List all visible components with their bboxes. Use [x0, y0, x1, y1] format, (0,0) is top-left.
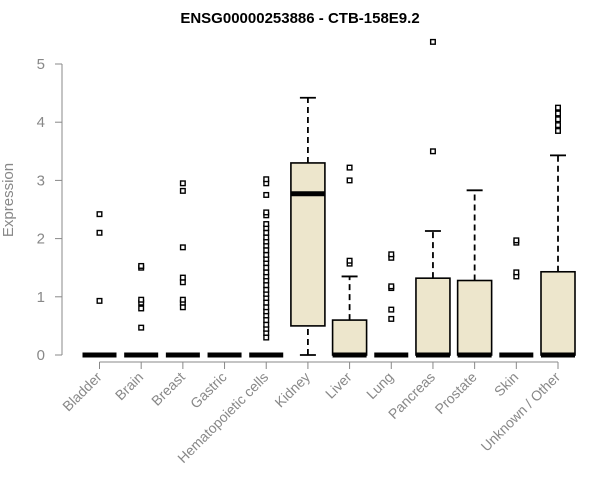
outlier-point: [179, 296, 186, 303]
box-group: [124, 262, 159, 358]
outlier-point: [263, 334, 270, 341]
x-tick-label: Breast: [148, 369, 188, 409]
outlier-point: [263, 234, 270, 241]
outlier-point: [555, 122, 562, 129]
outlier-point: [263, 221, 270, 228]
outlier-point: [263, 282, 270, 289]
outlier-point: [179, 279, 186, 286]
outlier-point: [429, 148, 436, 155]
outlier-point: [263, 269, 270, 276]
x-tick-label: Brain: [112, 369, 146, 403]
box-iqr: [540, 270, 576, 356]
outlier-point: [138, 262, 145, 269]
outlier-point: [263, 321, 270, 328]
plot-area: [82, 38, 576, 358]
x-tick-label: Kidney: [271, 369, 313, 411]
outlier-point: [96, 211, 103, 218]
box-group: [499, 237, 534, 358]
outlier-point: [346, 177, 353, 184]
outlier-point: [346, 257, 353, 264]
outlier-point: [263, 317, 270, 324]
outlier-point: [179, 180, 186, 187]
outlier-point: [138, 324, 145, 331]
box-group: [82, 211, 117, 358]
outlier-point: [555, 104, 562, 111]
box-group: [249, 176, 284, 358]
outlier-point: [346, 164, 353, 171]
outlier-point: [263, 229, 270, 236]
outlier-point: [263, 247, 270, 254]
box-group: [331, 164, 368, 358]
x-tick-label: Prostate: [432, 369, 480, 417]
outlier-point: [555, 116, 562, 123]
box-group: [290, 96, 326, 356]
box-group: [165, 180, 200, 358]
x-tick-label: Unknown / Other: [478, 369, 564, 455]
x-tick-label: Skin: [491, 369, 522, 400]
outlier-point: [96, 297, 103, 304]
box-group: [374, 251, 409, 358]
outlier-point: [555, 110, 562, 117]
outlier-point: [263, 191, 270, 198]
y-tick-label: 2: [37, 231, 45, 248]
outlier-point: [388, 315, 395, 322]
outlier-point: [555, 127, 562, 134]
outlier-point: [429, 38, 436, 45]
box-group: [540, 104, 576, 358]
outlier-point: [96, 229, 103, 236]
outlier-point: [263, 286, 270, 293]
y-axis-label: Expression: [0, 163, 17, 237]
outlier-point: [263, 299, 270, 306]
x-tick-label: Bladder: [59, 369, 105, 415]
box-group: [456, 189, 493, 358]
outlier-point: [263, 264, 270, 271]
x-tick-label: Lung: [363, 369, 396, 402]
outlier-point: [263, 176, 270, 183]
outlier-point: [263, 209, 270, 216]
y-tick-label: 0: [37, 347, 45, 364]
box-iqr: [290, 162, 326, 327]
outlier-point: [263, 304, 270, 311]
outlier-point: [138, 296, 145, 303]
y-tick-label: 3: [37, 172, 45, 189]
outlier-point: [138, 305, 145, 312]
outlier-point: [388, 251, 395, 258]
y-tick-label: 4: [37, 114, 45, 131]
x-tick-label: Liver: [322, 369, 355, 402]
outlier-point: [179, 304, 186, 311]
outlier-point: [388, 283, 395, 290]
outlier-point: [513, 269, 520, 276]
outlier-point: [179, 187, 186, 194]
outlier-point: [513, 237, 520, 244]
chart-title: ENSG00000253886 - CTB-158E9.2: [180, 10, 419, 27]
box-iqr: [456, 279, 493, 356]
y-tick-label: 1: [37, 289, 45, 306]
y-tick-label: 5: [37, 56, 45, 73]
box-iqr: [415, 277, 451, 356]
outlier-point: [388, 306, 395, 313]
box-group: [415, 38, 451, 358]
outlier-point: [179, 274, 186, 281]
box-iqr: [331, 319, 368, 356]
y-axis: 0 1 2 3 4 5: [37, 56, 63, 364]
outlier-point: [179, 244, 186, 251]
outlier-point: [263, 251, 270, 258]
